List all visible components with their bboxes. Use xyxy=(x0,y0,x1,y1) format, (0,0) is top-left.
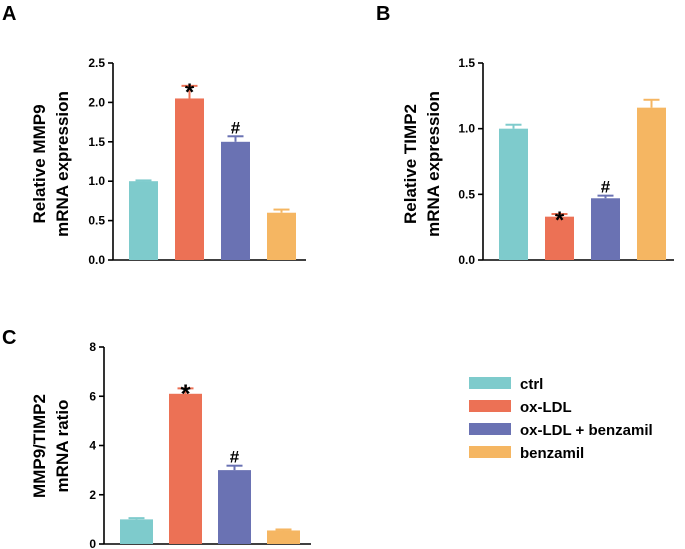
panel-letter-a: A xyxy=(2,3,16,25)
panel-letter-c: C xyxy=(2,327,16,349)
panel-b-significance-ox-ldl: * xyxy=(555,207,565,234)
panel-a-error-bar-ox-ldl-benzamil xyxy=(227,135,244,142)
panel-c-error-bar-ctrl xyxy=(128,517,145,520)
panel-b-y-tick-label: 1.5 xyxy=(458,56,475,70)
panel-c-y-tick-label: 0 xyxy=(89,537,96,549)
panel-a-bar-ox-ldl-benzamil xyxy=(221,141,250,260)
panel-c-ylabel-line2: mRNA ratio xyxy=(53,400,72,493)
panel-a-error-bar-ox-ldl xyxy=(181,84,198,99)
panel-c-error-bar-benzamil xyxy=(275,528,292,531)
panel-a-y-tick-label: 2.0 xyxy=(88,95,105,109)
panel-b-error-bar-benzamil xyxy=(643,98,660,108)
panel-c-y-tick-label: 6 xyxy=(89,389,96,403)
panel-b-y-tick-label: 0.0 xyxy=(458,253,475,267)
panel-c: C MMP9/TIMP2 mRNA ratio 0 2 4 6 8 * # xyxy=(2,327,311,549)
panel-b-error-bar-ctrl xyxy=(505,123,522,129)
panel-c-bar-ox-ldl xyxy=(169,393,202,544)
legend-swatch-ox-ldl-benzamil xyxy=(469,423,511,435)
panel-c-y-tick-label: 2 xyxy=(89,488,96,502)
panel-b-bar-ox-ldl-benzamil xyxy=(591,198,620,260)
panel-c-plot: 0 2 4 6 8 * # xyxy=(89,340,311,549)
legend-label-benzamil: benzamil xyxy=(520,445,584,462)
panel-a-y-tick-label: 1.0 xyxy=(88,174,105,188)
panel-a-y-tick-label: 0.5 xyxy=(88,214,105,228)
panel-b-plot: 0.0 0.5 1.0 1.5 * # xyxy=(458,56,674,267)
panel-c-bar-ox-ldl-benzamil xyxy=(218,470,251,544)
panel-c-y-tick-label: 4 xyxy=(89,439,96,453)
panel-b-ylabel-line2: mRNA expression xyxy=(424,91,443,237)
panel-a-ylabel-line2: mRNA expression xyxy=(53,91,72,237)
panel-b-y-tick-label: 1.0 xyxy=(458,122,475,136)
panel-b-error-bar-ox-ldl xyxy=(551,213,568,217)
panel-a-ylabel-line1: Relative MMP9 xyxy=(30,104,49,223)
panel-a-y-tick-label: 1.5 xyxy=(88,135,105,149)
panel-a: A Relative MMP9 mRNA expression 0.0 0.5 1.… xyxy=(2,3,306,267)
panel-a-error-bar-ctrl xyxy=(135,179,152,182)
legend-label-ox-ldl-benzamil: ox-LDL + benzamil xyxy=(520,422,653,439)
panel-b-bar-ox-ldl xyxy=(545,216,574,260)
legend-label-ctrl: ctrl xyxy=(520,376,543,393)
panel-c-significance-ox-ldl: * xyxy=(180,378,191,408)
legend-label-ox-ldl: ox-LDL xyxy=(520,399,572,416)
panel-b-ylabel-line1: Relative TIMP2 xyxy=(401,104,420,224)
panel-c-error-bar-ox-ldl-benzamil xyxy=(226,464,243,471)
panel-c-significance-ox-ldl-benzamil: # xyxy=(230,448,240,467)
panel-b-significance-ox-ldl-benzamil: # xyxy=(601,178,611,197)
panel-b: B Relative TIMP2 mRNA expression 0.0 0.5 1… xyxy=(376,3,674,267)
panel-a-significance-ox-ldl-benzamil: # xyxy=(231,118,241,137)
panel-c-bar-benzamil xyxy=(267,530,300,544)
panel-b-error-bar-ox-ldl-benzamil xyxy=(597,194,614,199)
panel-a-error-bar-benzamil xyxy=(273,208,290,213)
panel-b-y-tick-label: 0.5 xyxy=(458,187,475,201)
panel-a-significance-ox-ldl: * xyxy=(185,79,195,106)
panel-c-ylabel-line1: MMP9/TIMP2 xyxy=(30,394,49,498)
panel-b-bar-ctrl xyxy=(499,128,528,260)
panel-a-bar-benzamil xyxy=(267,212,296,260)
panel-c-bar-ctrl xyxy=(120,519,153,544)
panel-letter-b: B xyxy=(376,3,390,25)
panel-c-error-bar-ox-ldl xyxy=(177,387,194,394)
legend-swatch-benzamil xyxy=(469,446,511,458)
panel-a-plot: 0.0 0.5 1.0 1.5 2.0 2.5 * # xyxy=(88,56,306,267)
panel-a-bar-ox-ldl xyxy=(175,98,204,261)
legend: ctrl ox-LDL ox-LDL + benzamil benzamil xyxy=(469,376,653,462)
legend-swatch-ox-ldl xyxy=(469,400,511,412)
legend-swatch-ctrl xyxy=(469,377,511,389)
panel-a-bar-ctrl xyxy=(129,181,158,260)
panel-b-bar-benzamil xyxy=(637,107,666,260)
panel-a-y-tick-label: 2.5 xyxy=(88,56,105,70)
panel-c-y-tick-label: 8 xyxy=(89,340,96,354)
panel-a-y-tick-label: 0.0 xyxy=(88,253,105,267)
